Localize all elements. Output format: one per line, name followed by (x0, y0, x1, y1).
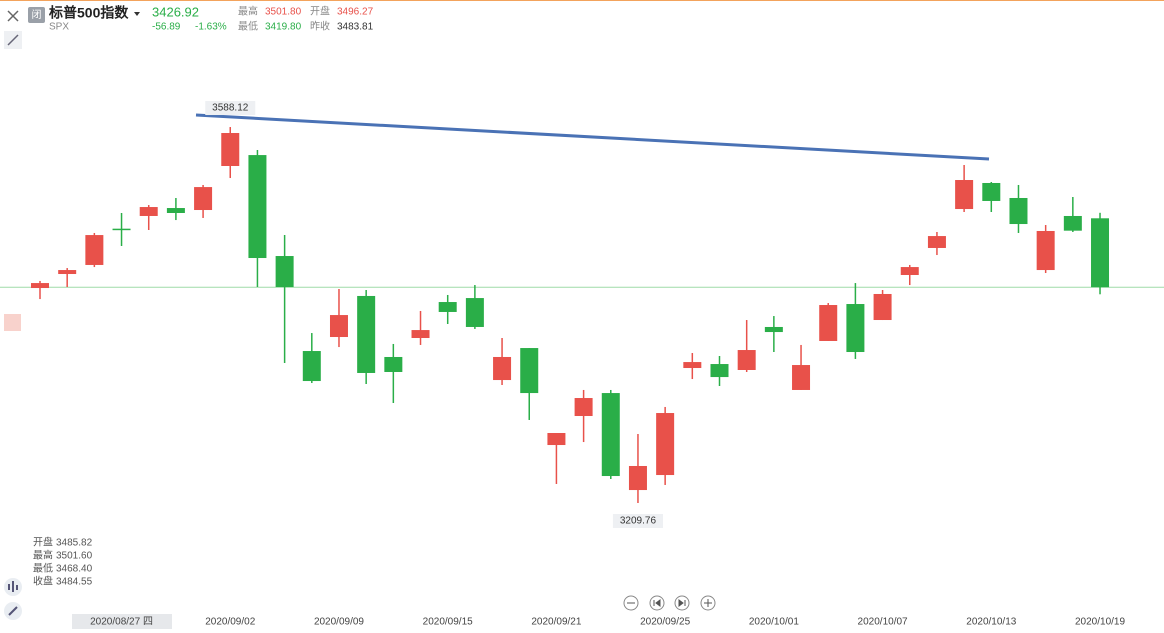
x-tick-label: 2020/08/27 四 (90, 617, 153, 628)
candle-body (764, 326, 783, 333)
candle-body (411, 330, 430, 339)
candle-body (248, 155, 267, 259)
x-tick-label: 2020/10/07 (858, 617, 908, 628)
field-value: 3419.80 (265, 22, 302, 33)
candle-body (438, 302, 457, 312)
candle-body (85, 235, 104, 265)
info-value: 3484.55 (56, 577, 93, 588)
trend-line[interactable] (195, 113, 990, 161)
candle-body (900, 267, 919, 276)
candle-body (955, 180, 974, 210)
index-name: 标普500指数 (48, 5, 129, 21)
price: 3426.92 (152, 4, 199, 19)
candle-body (792, 365, 811, 390)
high-label: 3588.12 (212, 103, 249, 114)
x-tick-label: 2020/09/02 (205, 617, 255, 628)
x-tick-label: 2020/09/09 (314, 617, 364, 628)
side-marker (4, 314, 21, 331)
candle-body (846, 304, 865, 353)
x-tick-label: 2020/09/21 (531, 617, 581, 628)
candle-body (737, 350, 756, 370)
x-tick-label: 2020/10/01 (749, 617, 799, 628)
field-value: 3483.81 (337, 22, 374, 33)
candle-body (520, 348, 539, 394)
status-badge (28, 7, 45, 23)
candle-body (329, 315, 348, 338)
candle-body (683, 362, 702, 369)
status-badge-text: 闭 (32, 8, 42, 21)
candle-body (873, 293, 892, 321)
field-label: 开盘 (310, 5, 330, 18)
low-label-box (612, 513, 663, 528)
candle-body (1091, 218, 1110, 288)
candle-body (547, 432, 566, 446)
candle-body (927, 236, 946, 248)
candle-body (357, 295, 376, 373)
x-tick-label: 2020/10/13 (966, 617, 1016, 628)
candle-body (1063, 215, 1082, 231)
change: -56.89 (152, 22, 181, 33)
candle-body (139, 207, 158, 216)
candle-body (710, 364, 729, 378)
x-tick-label: 2020/09/15 (423, 617, 473, 628)
high-label-box (205, 101, 256, 116)
candle-body (302, 351, 321, 382)
candle-body (31, 283, 49, 289)
candle-body (574, 398, 593, 417)
draw-tool-button[interactable] (4, 31, 22, 49)
candle-body (982, 182, 1001, 201)
field-value: 3496.27 (337, 7, 374, 18)
field-label: 最低 (238, 20, 258, 33)
x-tick-label: 2020/09/25 (640, 617, 690, 628)
close-button[interactable] (7, 10, 19, 22)
candle-body (166, 208, 185, 213)
zoom-out-button[interactable] (623, 595, 639, 611)
candle-body (384, 356, 403, 372)
info-label: 开盘 (33, 536, 53, 549)
candle-body (221, 133, 240, 166)
candle-body (819, 305, 838, 341)
info-value: 3485.82 (56, 538, 93, 549)
candle-body (58, 270, 77, 275)
candle-body (601, 393, 620, 477)
field-label: 最高 (238, 5, 258, 18)
candle-body (1009, 197, 1028, 225)
next-button[interactable] (674, 595, 690, 611)
candle-body (465, 298, 484, 327)
field-value: 3501.80 (265, 7, 302, 18)
candle-body (1036, 230, 1055, 271)
change-pct: -1.63% (195, 22, 227, 33)
info-value: 3501.60 (56, 551, 93, 562)
candle-body (275, 256, 294, 288)
x-tick-label: 2020/10/19 (1075, 617, 1125, 628)
pen-button[interactable] (4, 602, 22, 620)
info-label: 最高 (33, 549, 53, 562)
candle-body (628, 465, 647, 491)
index-code: SPX (49, 22, 69, 33)
info-label: 收盘 (33, 575, 53, 588)
zoom-in-button[interactable] (700, 595, 716, 611)
candle-body (194, 187, 213, 211)
x-highlight (72, 614, 172, 629)
candle-body (656, 413, 675, 476)
low-label: 3209.76 (620, 516, 657, 527)
candle-body (493, 356, 512, 381)
candle-body (112, 228, 131, 231)
info-label: 最低 (33, 562, 53, 575)
indicator-button[interactable] (4, 578, 22, 596)
info-value: 3468.40 (56, 564, 93, 575)
field-label: 昨收 (310, 20, 330, 33)
prev-button[interactable] (649, 595, 665, 611)
dropdown-arrow[interactable] (134, 12, 140, 16)
